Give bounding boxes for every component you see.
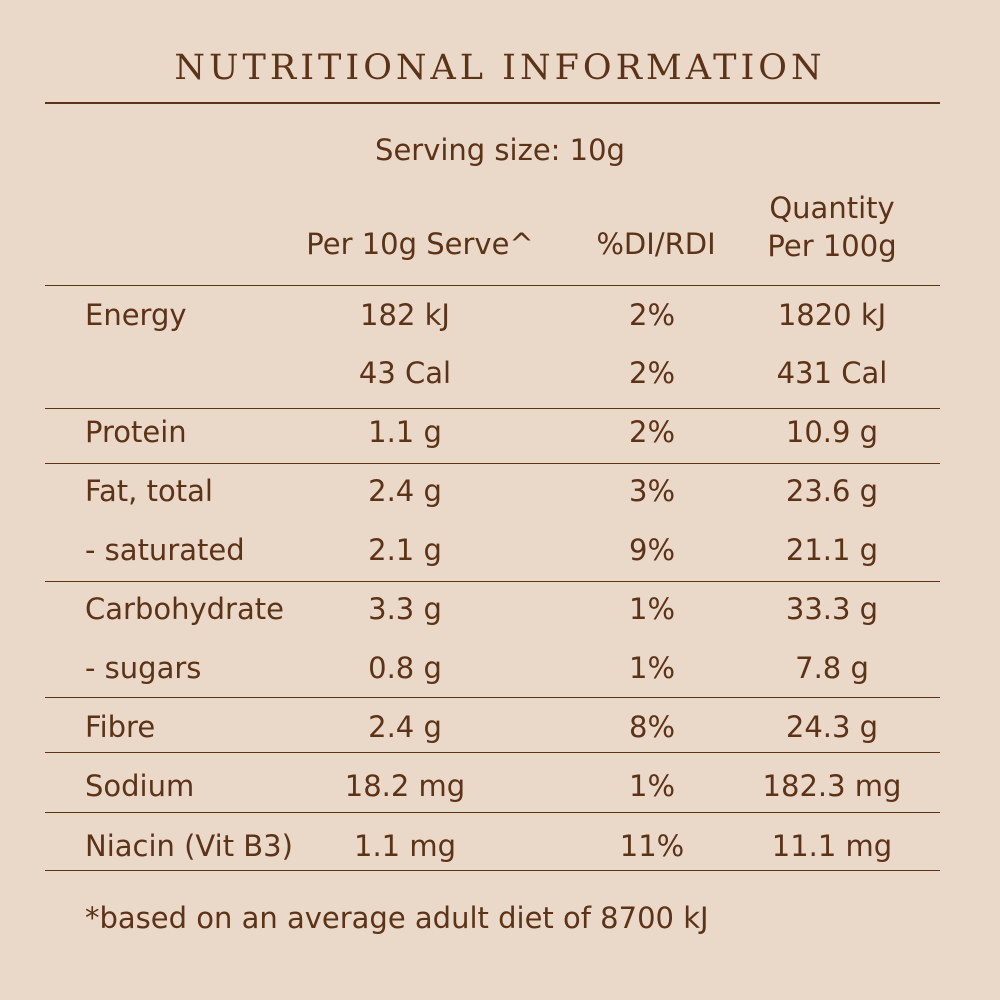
header-per100-2: Per 100g — [767, 229, 897, 263]
cell-per100: 7.8 g — [795, 651, 869, 685]
cell-serve: 3.3 g — [368, 592, 442, 626]
row-divider — [45, 463, 940, 464]
header-per100-1: Quantity — [769, 191, 895, 225]
cell-serve: 2.4 g — [368, 474, 442, 508]
cell-per100: 431 Cal — [776, 356, 888, 390]
cell-per100: 24.3 g — [785, 710, 879, 744]
cell-serve: 0.8 g — [368, 651, 442, 685]
cell-per100: 10.9 g — [785, 415, 879, 449]
cell-label: Fat, total — [85, 474, 213, 508]
cell-per100: 23.6 g — [785, 474, 879, 508]
cell-serve: 43 Cal — [358, 356, 452, 390]
page-title: NUTRITIONAL INFORMATION — [174, 48, 826, 88]
cell-per100: 182.3 mg — [762, 769, 902, 803]
row-divider — [45, 285, 940, 286]
cell-di: 1% — [628, 592, 676, 626]
cell-di: 2% — [628, 298, 676, 332]
cell-serve: 182 kJ — [360, 298, 450, 332]
cell-di: 8% — [628, 710, 676, 744]
cell-di: 3% — [628, 474, 676, 508]
cell-di: 2% — [628, 415, 676, 449]
row-divider — [45, 408, 940, 409]
cell-per100: 1820 kJ — [777, 298, 887, 332]
cell-di: 9% — [628, 533, 676, 567]
row-divider — [45, 812, 940, 813]
cell-label: - sugars — [85, 651, 202, 685]
cell-di: 1% — [628, 651, 676, 685]
cell-label: Energy — [85, 298, 187, 332]
cell-label: Protein — [85, 415, 187, 449]
cell-serve: 1.1 mg — [354, 829, 456, 863]
cell-label: - saturated — [85, 533, 245, 567]
header-di: %DI/RDI — [596, 227, 716, 261]
cell-per100: 21.1 g — [785, 533, 879, 567]
footnote: *based on an average adult diet of 8700 … — [85, 901, 709, 935]
header-per-serve: Per 10g Serve^ — [306, 227, 534, 261]
cell-label: Fibre — [85, 710, 156, 744]
cell-di: 11% — [619, 829, 685, 863]
title-divider — [45, 102, 940, 104]
cell-serve: 2.1 g — [368, 533, 442, 567]
cell-di: 2% — [628, 356, 676, 390]
row-divider — [45, 752, 940, 753]
cell-serve: 1.1 g — [368, 415, 442, 449]
cell-serve: 18.2 mg — [344, 769, 466, 803]
cell-di: 1% — [628, 769, 676, 803]
row-divider — [45, 581, 940, 582]
cell-label: Sodium — [85, 769, 195, 803]
row-divider — [45, 870, 940, 871]
cell-per100: 11.1 mg — [771, 829, 893, 863]
cell-serve: 2.4 g — [368, 710, 442, 744]
cell-label: Carbohydrate — [85, 592, 284, 626]
cell-per100: 33.3 g — [785, 592, 879, 626]
serving-size: Serving size: 10g — [375, 133, 625, 167]
cell-label: Niacin (Vit B3) — [85, 829, 293, 863]
row-divider — [45, 697, 940, 698]
